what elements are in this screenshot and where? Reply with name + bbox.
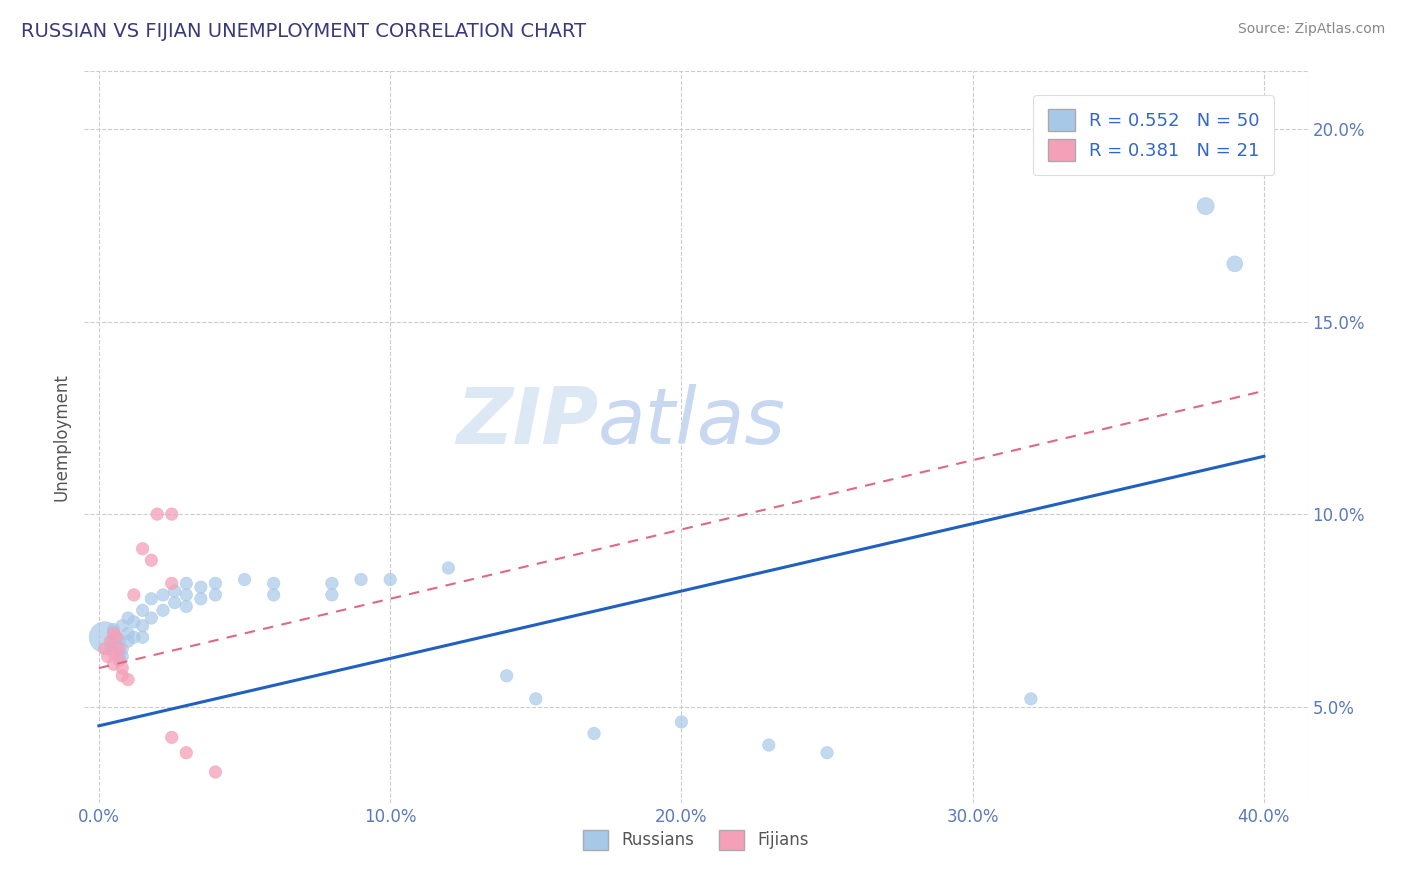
Point (152, 588, 174, 602)
Point (495, 669, 517, 683)
Point (1195, 199, 1218, 213)
Point (131, 618, 153, 632)
Point (204, 588, 226, 602)
Point (1019, 691, 1042, 706)
Text: atlas: atlas (598, 384, 786, 460)
Point (1223, 257, 1246, 271)
Point (174, 588, 197, 602)
Point (380, 573, 402, 587)
Point (111, 649, 134, 664)
Point (233, 573, 256, 587)
Point (160, 731, 183, 745)
Point (117, 611, 139, 625)
Point (111, 661, 134, 675)
Point (117, 673, 139, 687)
Point (111, 669, 134, 683)
Point (146, 507, 169, 521)
Point (174, 576, 197, 591)
Point (97, 649, 120, 664)
Point (163, 596, 186, 610)
Point (583, 726, 606, 740)
Point (160, 576, 183, 591)
Point (163, 584, 186, 599)
Point (263, 588, 285, 602)
Point (671, 714, 693, 729)
Point (108, 641, 131, 656)
Point (93, 641, 115, 656)
Point (103, 626, 125, 640)
Point (524, 691, 547, 706)
Point (204, 576, 226, 591)
Point (122, 588, 145, 602)
Point (174, 746, 197, 760)
Point (117, 626, 139, 640)
Point (141, 611, 163, 625)
Point (190, 580, 212, 594)
Point (105, 641, 128, 656)
Point (321, 576, 343, 591)
Point (152, 603, 174, 617)
Point (437, 561, 460, 575)
Point (131, 541, 153, 556)
Point (108, 634, 131, 648)
Point (160, 507, 183, 521)
Point (111, 641, 134, 656)
Point (122, 630, 145, 644)
Point (122, 615, 145, 629)
Point (263, 576, 285, 591)
Point (93, 630, 115, 644)
Point (103, 623, 125, 637)
Point (108, 653, 131, 667)
Y-axis label: Unemployment: Unemployment (52, 373, 70, 501)
Point (758, 738, 780, 752)
Point (141, 591, 163, 606)
Point (108, 649, 131, 664)
Point (141, 553, 163, 567)
Point (1166, 134, 1188, 148)
Point (105, 630, 128, 644)
Text: ZIP: ZIP (456, 384, 598, 460)
Point (350, 573, 373, 587)
Point (204, 764, 226, 779)
Point (111, 618, 134, 632)
Point (103, 657, 125, 672)
Point (117, 634, 139, 648)
Point (105, 630, 128, 644)
Point (174, 599, 197, 614)
Point (103, 634, 125, 648)
Point (131, 603, 153, 617)
Text: RUSSIAN VS FIJIAN UNEMPLOYMENT CORRELATION CHART: RUSSIAN VS FIJIAN UNEMPLOYMENT CORRELATI… (21, 22, 586, 41)
Point (321, 588, 343, 602)
Point (131, 630, 153, 644)
Text: Source: ZipAtlas.com: Source: ZipAtlas.com (1237, 22, 1385, 37)
Point (190, 591, 212, 606)
Legend: Russians, Fijians: Russians, Fijians (576, 823, 815, 856)
Point (100, 641, 122, 656)
Point (815, 746, 838, 760)
Point (103, 646, 125, 660)
Point (100, 634, 122, 648)
